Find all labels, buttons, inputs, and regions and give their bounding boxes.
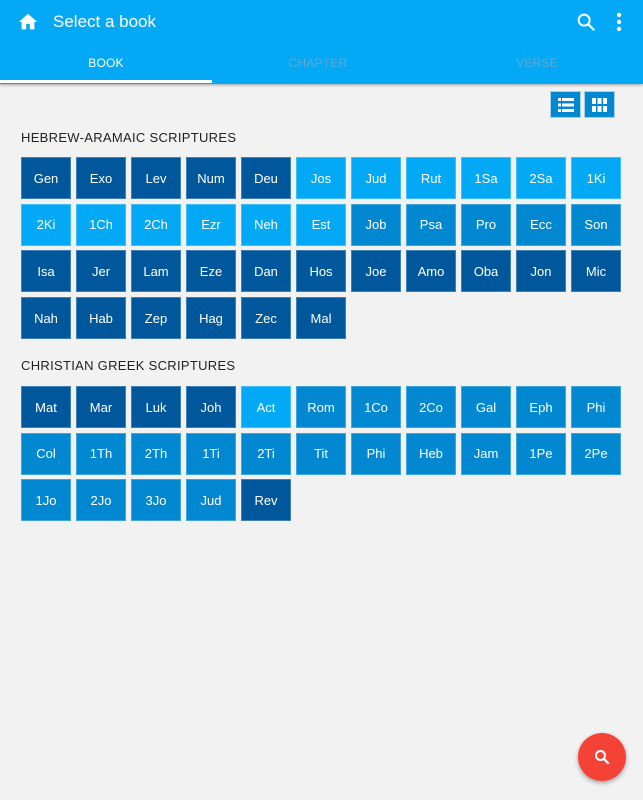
book-tile[interactable]: Oba [461,250,511,293]
book-tile[interactable]: Psa [406,203,456,246]
book-tile[interactable]: Isa [21,250,71,293]
book-tile[interactable]: Job [351,203,401,246]
more-vert-icon[interactable] [612,11,626,33]
grid-view-icon [592,97,607,112]
section-title-hebrew: HEBREW-ARAMAIC SCRIPTURES [21,130,237,145]
book-tile[interactable]: Rom [296,386,346,428]
book-tile[interactable]: Hab [76,297,126,340]
book-tile[interactable]: Jos [296,157,346,199]
search-icon [595,750,610,765]
book-tile[interactable]: Est [296,203,346,246]
book-tile[interactable]: Mat [21,386,71,428]
tab-indicator [0,80,212,83]
app-bar: Select a book BOOK CHAPTER VERSE [0,0,643,84]
grid-view-button[interactable] [584,91,615,118]
book-grid-hebrew: Gen Exo Lev Num Deu Jos Jud Rut 1Sa 2Sa 1Ki 2Ki 1Ch 2… [21,157,621,340]
section-title-greek: CHRISTIAN GREEK SCRIPTURES [21,358,236,373]
search-fab[interactable] [578,733,626,781]
list-view-icon [557,97,574,112]
book-tile[interactable]: Hos [296,250,346,293]
book-tile[interactable]: Son [571,203,621,246]
book-tile[interactable]: Zep [131,297,181,340]
book-tile[interactable]: 1Co [351,386,401,428]
book-tile[interactable]: 2Ti [241,432,291,475]
tab-verse[interactable]: VERSE [516,56,558,70]
book-tile[interactable]: 2Pe [571,432,621,475]
book-tile[interactable]: Gal [461,386,511,428]
search-icon[interactable] [575,11,597,33]
book-tile[interactable]: Ezr [186,203,236,246]
book-tile[interactable]: Rut [406,157,456,199]
book-grid-greek: Mat Mar Luk Joh Act Rom 1Co 2Co Gal Eph Phi Col 1Th 2… [21,386,621,522]
book-tile[interactable]: 2Co [406,386,456,428]
book-tile[interactable]: 1Ti [186,432,236,475]
book-tile[interactable]: Eph [516,386,566,428]
book-tile[interactable]: Phi [351,432,401,475]
book-tile[interactable]: Pro [461,203,511,246]
book-tile[interactable]: Phi [571,386,621,428]
book-tile[interactable]: Tit [296,432,346,475]
book-tile[interactable]: Joe [351,250,401,293]
book-tile[interactable]: Deu [241,157,291,199]
book-tile[interactable]: Ecc [516,203,566,246]
book-tile[interactable]: 3Jo [131,479,181,522]
book-tile[interactable]: 2Ch [131,203,181,246]
book-tile[interactable]: Num [186,157,236,199]
book-tile[interactable]: Heb [406,432,456,475]
book-tile[interactable]: Mal [296,297,346,340]
book-tile[interactable]: 1Ch [76,203,126,246]
book-tile[interactable]: Amo [406,250,456,293]
book-tile[interactable]: 1Jo [21,479,71,522]
home-icon[interactable] [17,11,39,33]
book-tile[interactable]: Act [241,386,291,428]
book-tile[interactable]: 2Sa [516,157,566,199]
book-tile[interactable]: 1Pe [516,432,566,475]
book-tile[interactable]: 1Ki [571,157,621,199]
book-tile[interactable]: Col [21,432,71,475]
book-tile[interactable]: 2Jo [76,479,126,522]
book-tile[interactable]: Joh [186,386,236,428]
book-tile[interactable]: Exo [76,157,126,199]
tab-chapter[interactable]: CHAPTER [288,56,348,70]
book-tile[interactable]: Jer [76,250,126,293]
book-tile[interactable]: 1Sa [461,157,511,199]
book-tile[interactable]: 2Ki [21,203,71,246]
book-tile[interactable]: Lam [131,250,181,293]
book-tile[interactable]: Eze [186,250,236,293]
book-tile[interactable]: Dan [241,250,291,293]
book-tile[interactable]: Jud [186,479,236,522]
book-tile[interactable]: Luk [131,386,181,428]
list-view-button[interactable] [550,91,581,118]
book-tile[interactable]: Jud [351,157,401,199]
book-tile[interactable]: Lev [131,157,181,199]
book-tile[interactable]: 2Th [131,432,181,475]
book-tile[interactable]: 1Th [76,432,126,475]
book-tile[interactable]: Neh [241,203,291,246]
page-title: Select a book [53,12,157,31]
book-tile[interactable]: Nah [21,297,71,340]
book-tile[interactable]: Mic [571,250,621,293]
book-tile[interactable]: Zec [241,297,291,340]
book-tile[interactable]: Hag [186,297,236,340]
book-tile[interactable]: Gen [21,157,71,199]
book-tile[interactable]: Rev [241,479,291,522]
book-tile[interactable]: Jam [461,432,511,475]
book-tile[interactable]: Jon [516,250,566,293]
book-tile[interactable]: Mar [76,386,126,428]
tab-book[interactable]: BOOK [88,56,124,70]
